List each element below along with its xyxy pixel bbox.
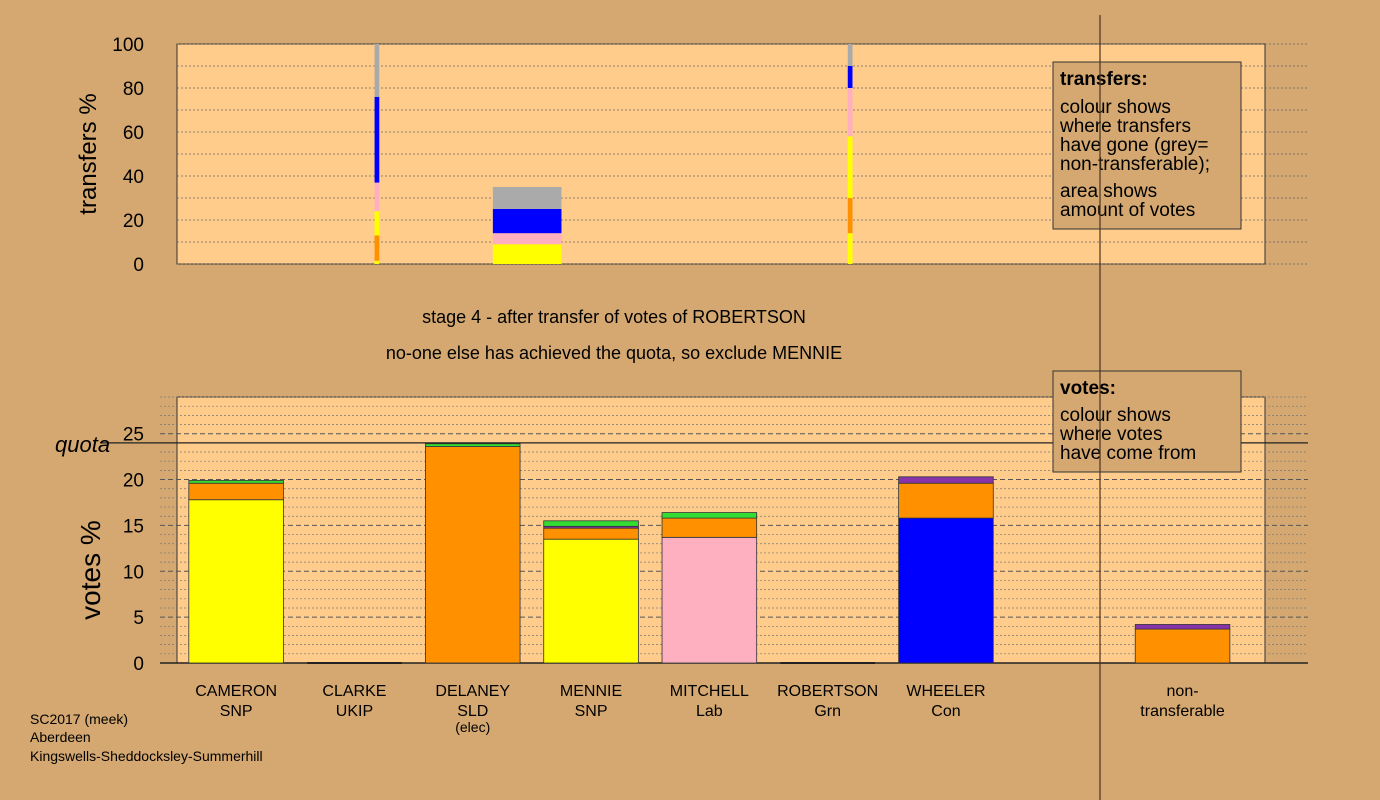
transfers-tick-label: 40 bbox=[123, 167, 144, 188]
transfers-y-axis-label: transfers % bbox=[75, 93, 102, 214]
transfer-segment-Lab bbox=[492, 233, 562, 245]
transfers-legend-line: where transfers bbox=[1059, 116, 1191, 137]
transfer-segment-Lab bbox=[374, 182, 380, 212]
votes-tick-label: 0 bbox=[133, 654, 144, 675]
transfers-tick-label: 60 bbox=[123, 123, 144, 144]
votes-legend-line: colour shows bbox=[1060, 405, 1171, 426]
category-label: UKIP bbox=[336, 703, 373, 720]
vote-segment-SNP bbox=[543, 538, 639, 664]
vote-segment-Con bbox=[898, 517, 994, 664]
category-label: transferable bbox=[1140, 703, 1225, 720]
category-label: CAMERON bbox=[195, 683, 277, 700]
transfers-legend-line: area shows bbox=[1060, 181, 1157, 202]
votes-legend-box bbox=[1052, 370, 1242, 473]
votes-legend-title: votes: bbox=[1060, 378, 1116, 399]
transfer-segment-Lab bbox=[847, 88, 853, 137]
votes-tick-label: 15 bbox=[123, 516, 144, 537]
transfer-segment-SNP bbox=[374, 211, 380, 236]
transfers-tick-label: 100 bbox=[112, 35, 144, 56]
transfers-legend-line: amount of votes bbox=[1060, 200, 1195, 221]
transfer-segment-Con bbox=[374, 96, 380, 183]
transfer-segment-SNP bbox=[847, 136, 853, 198]
votes-tick-label: 10 bbox=[123, 562, 144, 583]
transfers-tick-label: 0 bbox=[133, 255, 144, 276]
transfer-segment-SNP bbox=[847, 233, 853, 264]
category-label: WHEELER bbox=[906, 683, 985, 700]
stage-title: stage 4 - after transfer of votes of ROB… bbox=[422, 307, 806, 327]
transfer-segment-Con bbox=[847, 66, 853, 88]
vote-segment-UKIP bbox=[1134, 624, 1231, 630]
transfer-segment-Con bbox=[492, 209, 562, 234]
transfers-tick-label: 20 bbox=[123, 211, 144, 232]
transfers-legend-line: have gone (grey= bbox=[1060, 135, 1208, 156]
category-label: SNP bbox=[575, 703, 608, 720]
footer-line-2: Aberdeen bbox=[30, 729, 91, 745]
transfers-tick-label: 80 bbox=[123, 79, 144, 100]
category-label: CLARKE bbox=[322, 683, 386, 700]
transfer-segment-SNP bbox=[492, 244, 562, 264]
vote-segment-SLD bbox=[898, 482, 994, 519]
votes-y-axis-label: votes % bbox=[75, 520, 106, 620]
vote-segment-SLD bbox=[661, 517, 758, 538]
vote-segment-SLD bbox=[543, 527, 639, 540]
quota-label: quota bbox=[55, 432, 110, 457]
footer-line-3: Kingswells-Sheddocksley-Summerhill bbox=[30, 748, 263, 764]
vote-segment-SNP bbox=[188, 499, 284, 664]
category-label: ROBERTSON bbox=[777, 683, 878, 700]
transfer-segment-nontransferable bbox=[847, 44, 853, 66]
vote-segment-Grn bbox=[188, 480, 284, 484]
footer-line-1: SC2017 (meek) bbox=[30, 711, 128, 727]
category-label: MENNIE bbox=[560, 683, 622, 700]
vote-segment-Grn bbox=[661, 512, 758, 519]
transfers-legend-line: non-transferable); bbox=[1060, 154, 1210, 175]
votes-tick-label: 20 bbox=[123, 471, 144, 492]
vote-segment-SLD bbox=[1134, 628, 1231, 664]
transfer-segment-SLD bbox=[374, 235, 380, 261]
transfer-segment-SLD bbox=[847, 198, 853, 234]
category-label: Grn bbox=[814, 703, 841, 720]
category-label: Lab bbox=[696, 703, 723, 720]
transfers-legend-title: transfers: bbox=[1060, 69, 1148, 90]
category-label: (elec) bbox=[455, 719, 490, 735]
category-label: Con bbox=[931, 703, 960, 720]
category-label: MITCHELL bbox=[670, 683, 749, 700]
category-label: non- bbox=[1167, 683, 1199, 700]
votes-tick-label: 25 bbox=[123, 425, 144, 446]
transfer-segment-nontransferable bbox=[374, 44, 380, 97]
transfers-legend-box bbox=[1052, 61, 1242, 230]
transfer-segment-SNP bbox=[374, 260, 380, 264]
vote-segment-SLD bbox=[425, 446, 521, 664]
vote-segment-Lab bbox=[661, 536, 758, 664]
vote-segment-UKIP bbox=[898, 476, 994, 484]
category-label: SLD bbox=[457, 703, 488, 720]
transfer-segment-nontransferable bbox=[492, 187, 562, 209]
votes-legend-line: have come from bbox=[1060, 443, 1196, 464]
vote-segment-Grn bbox=[543, 520, 639, 527]
category-label: DELANEY bbox=[435, 683, 510, 700]
transfers-legend-line: colour shows bbox=[1060, 97, 1171, 118]
votes-tick-label: 5 bbox=[133, 608, 144, 629]
votes-legend-line: where votes bbox=[1059, 424, 1162, 445]
vote-segment-SLD bbox=[188, 482, 284, 501]
vote-segment-Grn bbox=[425, 443, 521, 447]
category-label: SNP bbox=[220, 703, 253, 720]
stage-note: no-one else has achieved the quota, so e… bbox=[386, 343, 842, 363]
